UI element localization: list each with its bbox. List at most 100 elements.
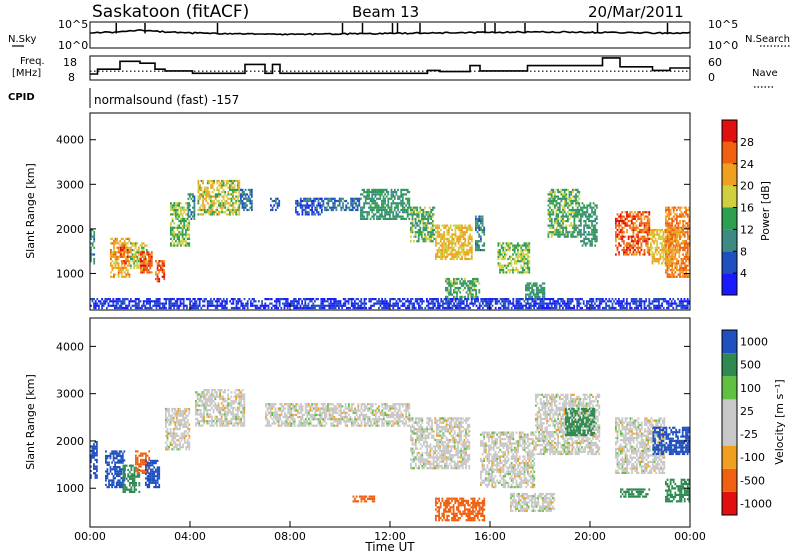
heatmap-cell [550, 235, 553, 238]
heatmap-cell [523, 271, 526, 274]
heatmap-cell [643, 302, 646, 305]
heatmap-cell [381, 298, 383, 301]
heatmap-cell [656, 244, 659, 247]
heatmap-cell [546, 298, 548, 301]
heatmap-cell [241, 191, 244, 194]
heatmap-cell [648, 222, 651, 225]
heatmap-cell [640, 235, 643, 238]
heatmap-cell [160, 266, 162, 269]
heatmap-cell [111, 242, 114, 245]
heatmap-cell [238, 213, 241, 216]
heatmap-cell [410, 206, 412, 209]
heatmap-cell [680, 269, 683, 272]
heatmap-cell [178, 231, 181, 234]
heatmap-cell [317, 202, 320, 205]
heatmap-cell [141, 249, 143, 252]
heatmap-cell [138, 251, 140, 254]
heatmap-cell [114, 255, 117, 258]
heatmap-cell [592, 220, 595, 223]
heatmap-cell [374, 302, 377, 305]
heatmap-cell [144, 244, 147, 247]
heatmap-cell [669, 217, 672, 220]
heatmap-cell [379, 300, 382, 303]
heatmap-cell [428, 240, 431, 243]
heatmap-cell [515, 304, 518, 307]
heatmap-cell [562, 222, 564, 225]
heatmap-cell [114, 450, 116, 453]
heatmap-cell [443, 251, 445, 254]
heatmap-cell [686, 208, 689, 212]
heatmap-cell [418, 298, 420, 301]
heatmap-cell [558, 202, 561, 205]
heatmap-cell [659, 298, 662, 301]
heatmap-cell [529, 286, 532, 290]
heatmap-cell [528, 246, 531, 249]
heatmap-cell [674, 275, 677, 278]
heatmap-cell [123, 253, 126, 256]
heatmap-cell [591, 206, 593, 209]
heatmap-cell [666, 215, 669, 218]
heatmap-cell [520, 253, 523, 256]
heatmap-cell [102, 300, 105, 303]
heatmap-cell [686, 306, 689, 310]
heatmap-cell [138, 300, 140, 303]
heatmap-cell [102, 302, 105, 305]
heatmap-cell [413, 304, 415, 307]
heatmap-cell [546, 302, 548, 305]
heatmap-cell [661, 246, 663, 249]
heatmap-cell [193, 202, 196, 205]
heatmap-cell [441, 257, 444, 261]
heatmap-cell [528, 302, 531, 305]
heatmap-cell [456, 240, 458, 243]
heatmap-cell [454, 280, 457, 283]
heatmap-cell [615, 233, 617, 236]
heatmap-cell [186, 226, 189, 229]
heatmap-cell [278, 202, 281, 205]
heatmap-cell [197, 304, 199, 307]
heatmap-cell [125, 257, 127, 261]
heatmap-cell [533, 306, 535, 310]
heatmap-cell [303, 204, 305, 207]
heatmap-cell [653, 242, 655, 245]
heatmap-cell [131, 255, 134, 258]
heatmap-cell [452, 240, 455, 243]
heatmap-cell [481, 228, 484, 232]
heatmap-cell [588, 240, 590, 243]
heatmap-cell [526, 255, 529, 258]
heatmap-cell [193, 211, 196, 214]
heatmap-cell [253, 298, 255, 301]
heatmap-cell [381, 213, 383, 216]
heatmap-cell [134, 260, 137, 263]
heatmap-cell [588, 224, 590, 227]
heatmap-cell [202, 197, 204, 200]
heatmap-cell [470, 295, 473, 298]
heatmap-cell [666, 213, 669, 216]
heatmap-cell [594, 224, 597, 227]
heatmap-cell [219, 211, 222, 214]
heatmap-cell [619, 235, 622, 238]
heatmap-cell [468, 284, 471, 287]
heatmap-cell [448, 253, 450, 256]
heatmap-cell [326, 298, 329, 301]
heatmap-cell [140, 260, 142, 263]
heatmap-cell [685, 222, 688, 225]
heatmap-cell [346, 300, 348, 303]
heatmap-cell [537, 286, 540, 290]
heatmap-cell [591, 211, 593, 214]
heatmap-cell [454, 244, 457, 247]
heatmap-cell [184, 304, 187, 307]
heatmap-cell [588, 204, 590, 207]
heatmap-cell [405, 217, 407, 220]
heatmap-cell [454, 253, 457, 256]
heatmap-cell [664, 300, 667, 303]
heatmap-cell [438, 235, 441, 238]
heatmap-cell [117, 271, 120, 274]
heatmap-cell [238, 204, 241, 207]
heatmap-cell [410, 300, 412, 303]
heatmap-cell [621, 249, 624, 252]
heatmap-cell [671, 237, 674, 240]
heatmap-cell [686, 233, 689, 236]
heatmap-cell [438, 304, 441, 307]
heatmap-cell [155, 260, 157, 263]
heatmap-cell [508, 244, 511, 247]
